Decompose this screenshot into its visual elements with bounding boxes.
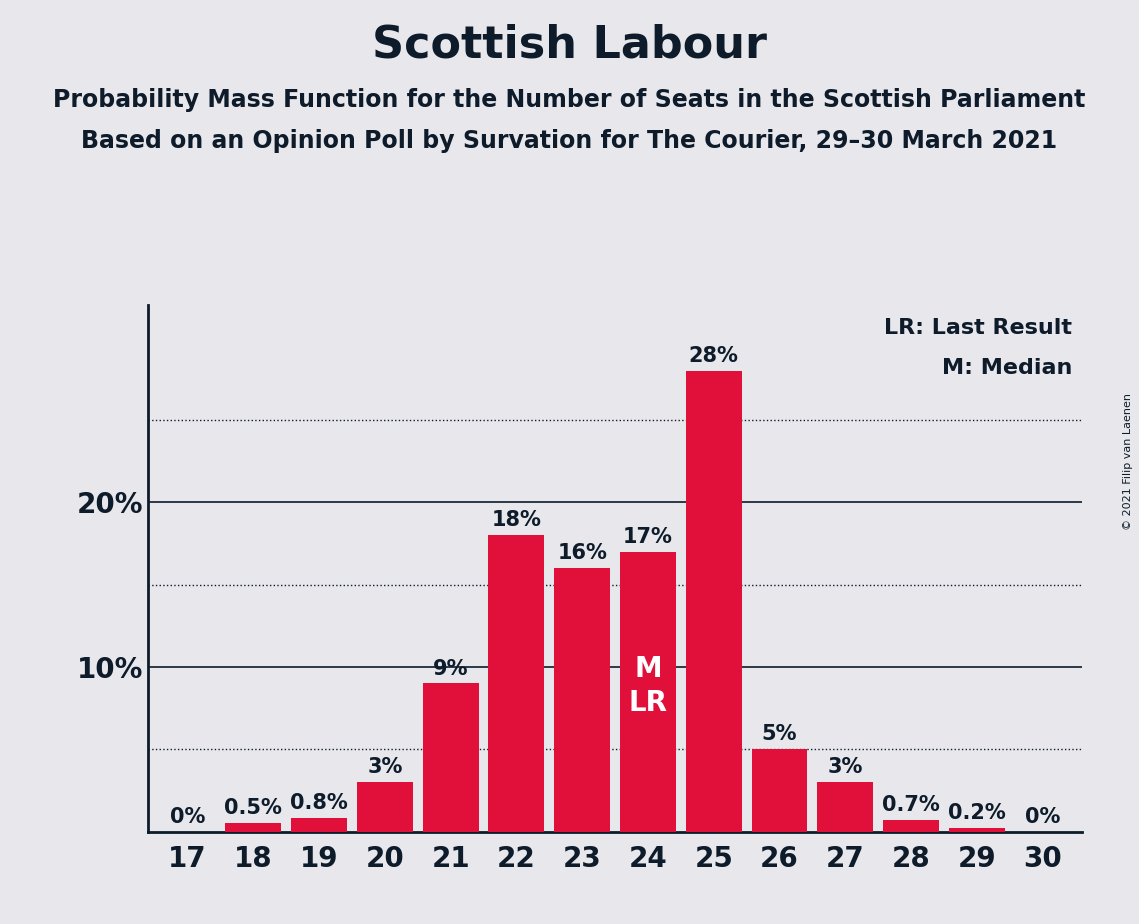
Bar [752,749,808,832]
Text: 3%: 3% [828,758,863,777]
Bar [620,552,675,832]
Bar [949,828,1005,832]
Text: © 2021 Filip van Laenen: © 2021 Filip van Laenen [1123,394,1133,530]
Bar [883,821,939,832]
Text: LR: Last Result: LR: Last Result [884,318,1072,338]
Text: 0.7%: 0.7% [883,796,940,815]
Bar [357,783,412,832]
Text: Probability Mass Function for the Number of Seats in the Scottish Parliament: Probability Mass Function for the Number… [54,88,1085,112]
Bar [686,371,741,832]
Text: 28%: 28% [689,346,739,366]
Text: M: Median: M: Median [942,358,1072,378]
Text: 17%: 17% [623,527,673,547]
Text: Based on an Opinion Poll by Survation for The Courier, 29–30 March 2021: Based on an Opinion Poll by Survation fo… [81,129,1058,153]
Text: 0.5%: 0.5% [224,798,282,819]
Text: 0.8%: 0.8% [290,794,347,813]
Text: 3%: 3% [367,758,402,777]
Text: 16%: 16% [557,543,607,564]
Text: 0.2%: 0.2% [948,803,1006,823]
Text: 0%: 0% [170,807,205,827]
Bar [423,684,478,832]
Text: M
LR: M LR [629,655,667,717]
Bar [489,535,544,832]
Bar [555,568,611,832]
Bar [226,823,281,832]
Text: Scottish Labour: Scottish Labour [372,23,767,67]
Text: 5%: 5% [762,724,797,745]
Bar [292,819,347,832]
Bar [818,783,874,832]
Text: 9%: 9% [433,659,468,678]
Text: 18%: 18% [491,510,541,530]
Text: 0%: 0% [1025,807,1060,827]
